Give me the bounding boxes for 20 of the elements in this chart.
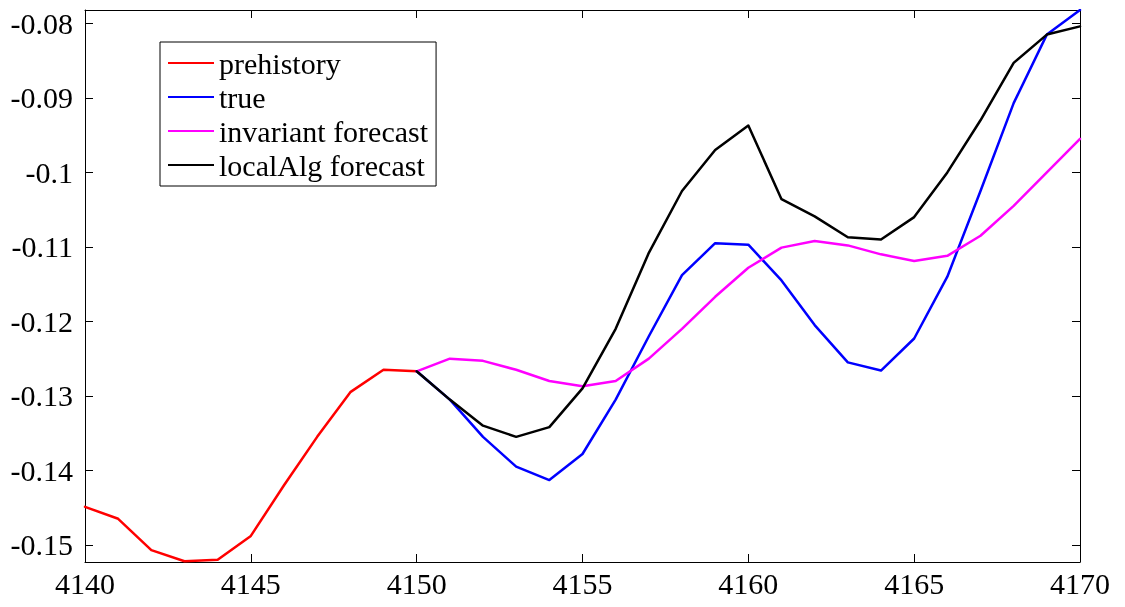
y-tick-label: -0.12 xyxy=(10,304,73,338)
legend-label: invariant forecast xyxy=(219,114,429,148)
x-tick-label: 4165 xyxy=(884,566,945,600)
y-tick-label: -0.08 xyxy=(10,6,73,40)
y-tick-label: -0.09 xyxy=(10,81,73,115)
legend-label: true xyxy=(219,80,266,114)
y-tick-label: -0.15 xyxy=(10,528,73,562)
legend-label: localAlg forecast xyxy=(219,148,426,182)
x-tick-label: 4155 xyxy=(552,566,613,600)
line-series xyxy=(83,368,418,563)
legend-label: prehistory xyxy=(219,46,341,80)
x-tick-label: 4160 xyxy=(718,566,779,600)
x-tick-label: 4145 xyxy=(220,566,281,600)
y-tick-label: -0.14 xyxy=(10,453,73,487)
x-tick-label: 4140 xyxy=(55,566,115,600)
x-tick-label: 4150 xyxy=(386,566,447,600)
y-tick-label: -0.11 xyxy=(11,230,73,264)
y-tick-label: -0.1 xyxy=(25,155,73,189)
x-tick-label: 4170 xyxy=(1050,566,1110,600)
y-tick-label: -0.13 xyxy=(10,379,73,413)
